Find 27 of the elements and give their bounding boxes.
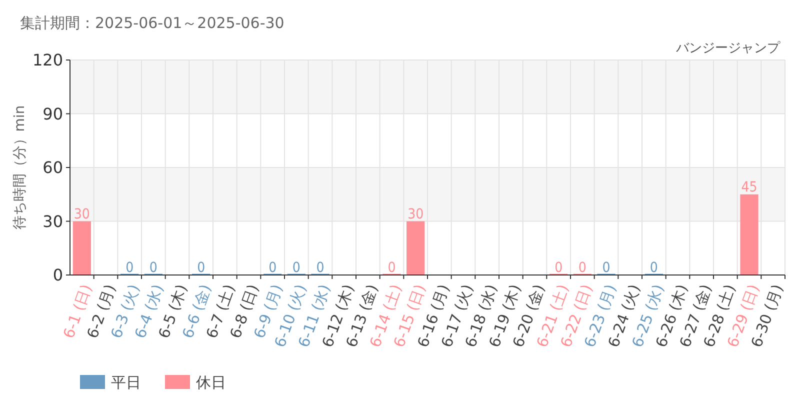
y-tick-label: 90 <box>42 104 63 124</box>
data-label: 0 <box>602 260 610 276</box>
data-label: 0 <box>316 260 324 276</box>
bar <box>740 194 758 275</box>
data-label: 0 <box>578 260 586 276</box>
legend-label: 休日 <box>196 373 226 392</box>
y-tick-label: 120 <box>32 50 63 70</box>
y-tick-label: 30 <box>42 212 63 231</box>
data-label: 0 <box>554 260 563 276</box>
data-label: 0 <box>292 260 300 276</box>
bar <box>72 221 91 275</box>
y-tick-label: 60 <box>42 158 63 178</box>
data-label: 0 <box>388 260 396 276</box>
data-label: 45 <box>741 179 758 196</box>
data-label: 0 <box>149 260 158 276</box>
chart-subtitle: バンジージャンプ <box>675 41 781 56</box>
legend-label: 平日 <box>111 373 141 392</box>
bar <box>406 221 425 275</box>
data-label: 30 <box>74 206 90 222</box>
data-label: 0 <box>197 260 206 276</box>
y-axis-title: 待ち時間（分）min <box>12 105 28 230</box>
data-label: 30 <box>408 206 424 222</box>
y-tick-label: 0 <box>52 266 63 285</box>
data-label: 0 <box>268 260 277 276</box>
data-label: 0 <box>650 260 658 276</box>
data-label: 0 <box>126 260 134 276</box>
chart-title: 集計期間：2025-06-01～2025-06-30 <box>20 14 284 32</box>
